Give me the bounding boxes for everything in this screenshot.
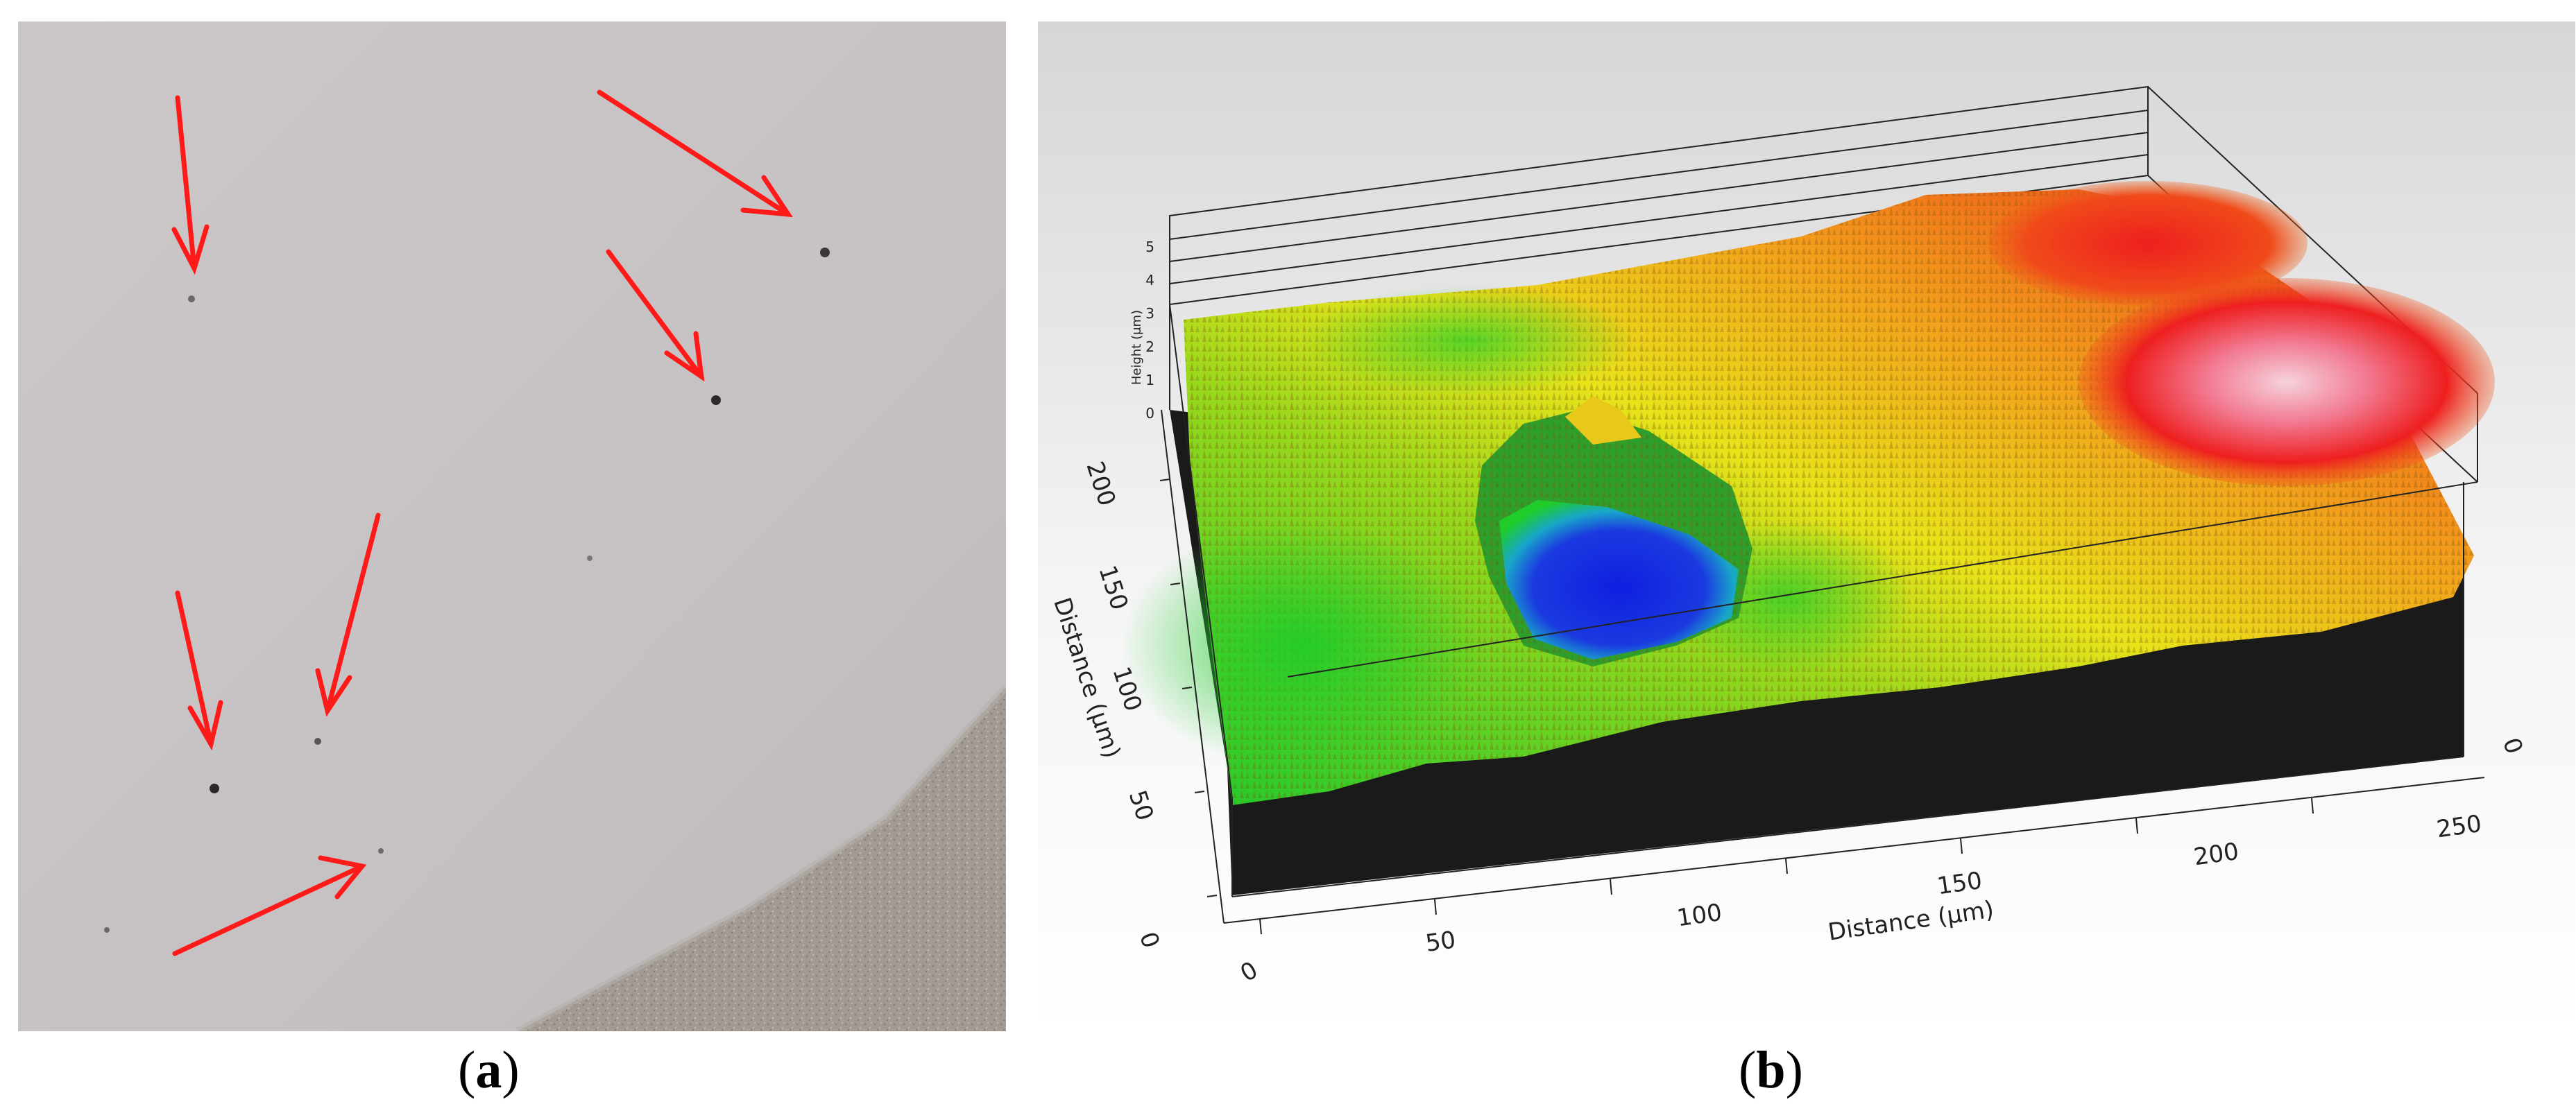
z-tick-label: 1 (1145, 372, 1154, 388)
x-tick-label: 200 (2192, 838, 2241, 872)
red-arrows (171, 89, 793, 956)
x-tick-label: 150 (1936, 867, 1984, 901)
y-axis (1159, 409, 1225, 924)
arrow-icon (172, 855, 367, 956)
x-tick-label: 100 (1675, 899, 1724, 933)
defect-specks (104, 248, 830, 933)
x-axis (1223, 777, 2485, 935)
red-hill-upper (1988, 181, 2308, 306)
caption-close-paren: ) (1785, 1041, 1803, 1099)
sand-region (518, 687, 1006, 1031)
red-hill-lower (2079, 278, 2495, 486)
arrow-icon (606, 249, 705, 382)
x-tick-label: 50 (1424, 926, 1457, 958)
z-tick-label: 3 (1145, 305, 1154, 322)
arrow-icon (597, 89, 793, 218)
z-axis: 0 1 2 3 4 5 Height (μm) (1129, 239, 1154, 422)
photo-image (18, 21, 1009, 1035)
x-tick-label: 250 (2435, 810, 2484, 844)
caption-open-paren: ( (458, 1041, 476, 1099)
caption-a: (a) (458, 1040, 520, 1101)
arrow-icon (315, 512, 381, 717)
z-tick-label: 5 (1145, 239, 1154, 255)
photo-panel-a (18, 21, 1009, 1035)
surface-plot: 0 1 2 3 4 5 Height (μm) 0 50 100 150 200… (1038, 21, 2575, 1031)
blue-pit (1499, 500, 1739, 660)
caption-letter: a (475, 1041, 502, 1099)
arrow-icon (175, 590, 223, 751)
caption-b: (b) (1739, 1040, 1803, 1101)
z-axis-label: Height (μm) (1129, 310, 1144, 385)
caption-open-paren: ( (1739, 1041, 1757, 1099)
arrow-icon (171, 95, 210, 275)
z-tick-label: 0 (1145, 405, 1154, 422)
z-tick-label: 4 (1145, 272, 1154, 288)
caption-close-paren: ) (502, 1041, 520, 1099)
surface-panel-b: 0 1 2 3 4 5 Height (μm) 0 50 100 150 200… (1038, 21, 2575, 1031)
caption-letter: b (1756, 1041, 1786, 1099)
z-tick-label: 2 (1145, 338, 1154, 355)
